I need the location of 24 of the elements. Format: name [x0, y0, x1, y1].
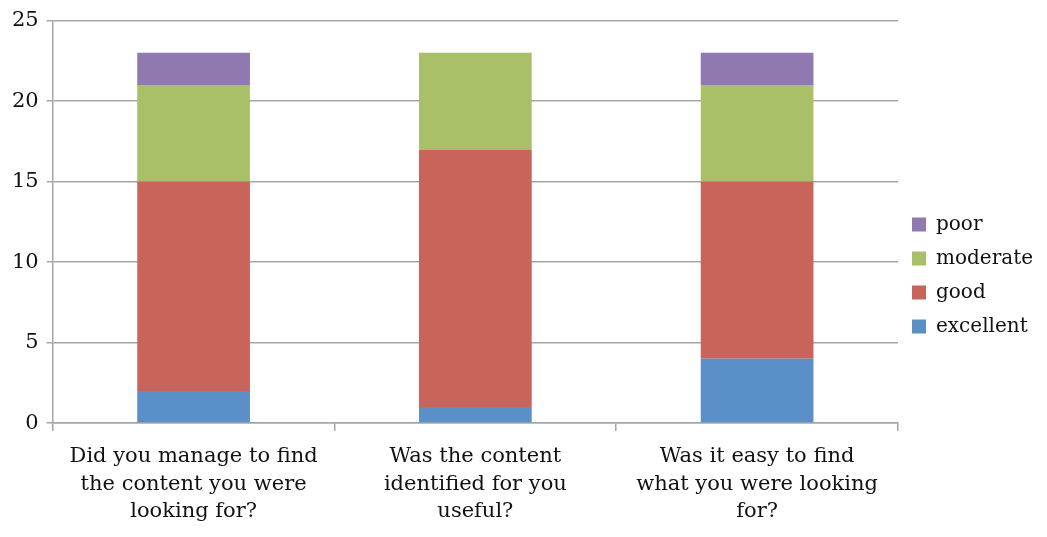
bar	[137, 390, 250, 423]
bar	[700, 85, 814, 182]
x-tick-label: Was it easy to find what you were looking for?	[636, 443, 879, 522]
bar	[700, 358, 814, 423]
legend-label: good	[936, 278, 986, 303]
y-tick-label: 20	[11, 87, 39, 112]
x-tick-label: Did you manage to find the content you were looking for?	[69, 443, 318, 522]
bar	[137, 52, 250, 85]
y-tick-label: 0	[25, 409, 39, 434]
y-tick-label: 15	[11, 168, 39, 193]
x-tick-label: Was the content identified for you useful?	[383, 443, 567, 522]
legend-label: moderate	[936, 244, 1034, 269]
bar	[419, 407, 532, 423]
bar	[137, 181, 250, 391]
bar	[700, 181, 814, 359]
legend-label: poor	[936, 210, 983, 235]
y-tick-label: 10	[11, 248, 39, 273]
y-tick-label: 25	[11, 7, 39, 32]
legend-label: excellent	[936, 312, 1028, 337]
bar	[419, 149, 532, 407]
y-tick-label: 5	[25, 329, 39, 354]
bar	[137, 85, 250, 182]
bar	[700, 52, 814, 85]
bar	[419, 52, 532, 150]
